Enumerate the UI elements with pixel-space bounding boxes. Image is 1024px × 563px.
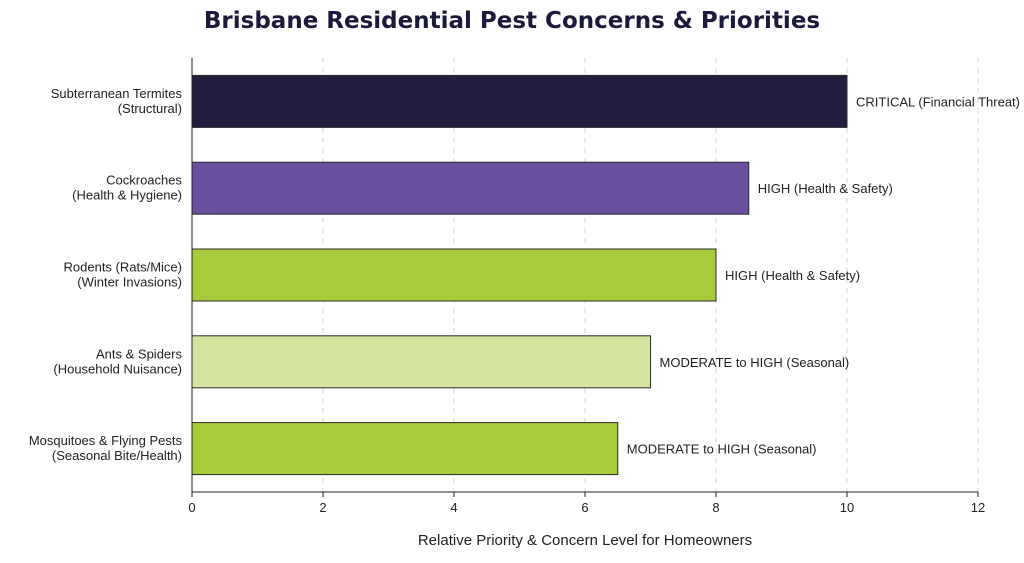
bar-0 [191,74,848,128]
data-label-2: HIGH (Health & Safety) [725,268,860,283]
bar-2 [191,248,717,302]
bar-4 [191,422,619,476]
category-label-0: Subterranean Termites (Structural) [51,86,183,116]
bar-3 [191,335,651,389]
x-tick-label-3: 6 [581,500,588,515]
data-label-3: MODERATE to HIGH (Seasonal) [660,355,850,370]
category-label-3: Ants & Spiders (Household Nuisance) [53,346,182,376]
x-tick-label-2: 4 [450,500,457,515]
x-tick-label-1: 2 [319,500,326,515]
x-axis-title: Relative Priority & Concern Level for Ho… [418,532,752,549]
chart-title: Brisbane Residential Pest Concerns & Pri… [203,8,821,34]
data-label-4: MODERATE to HIGH (Seasonal) [627,442,817,457]
x-tick-label-5: 10 [840,500,854,515]
data-label-0: CRITICAL (Financial Threat) [856,94,1020,109]
bar-1 [191,161,750,215]
category-label-4: Mosquitoes & Flying Pests (Seasonal Bite/… [29,433,183,463]
category-label-2: Rodents (Rats/Mice) (Winter Invasions) [64,260,182,290]
category-label-1: Cockroaches (Health & Hygiene) [72,173,182,203]
x-tick-label-4: 8 [712,500,719,515]
data-label-1: HIGH (Health & Safety) [758,181,893,196]
x-tick-label-6: 12 [971,500,985,515]
x-tick-label-0: 0 [188,500,195,515]
